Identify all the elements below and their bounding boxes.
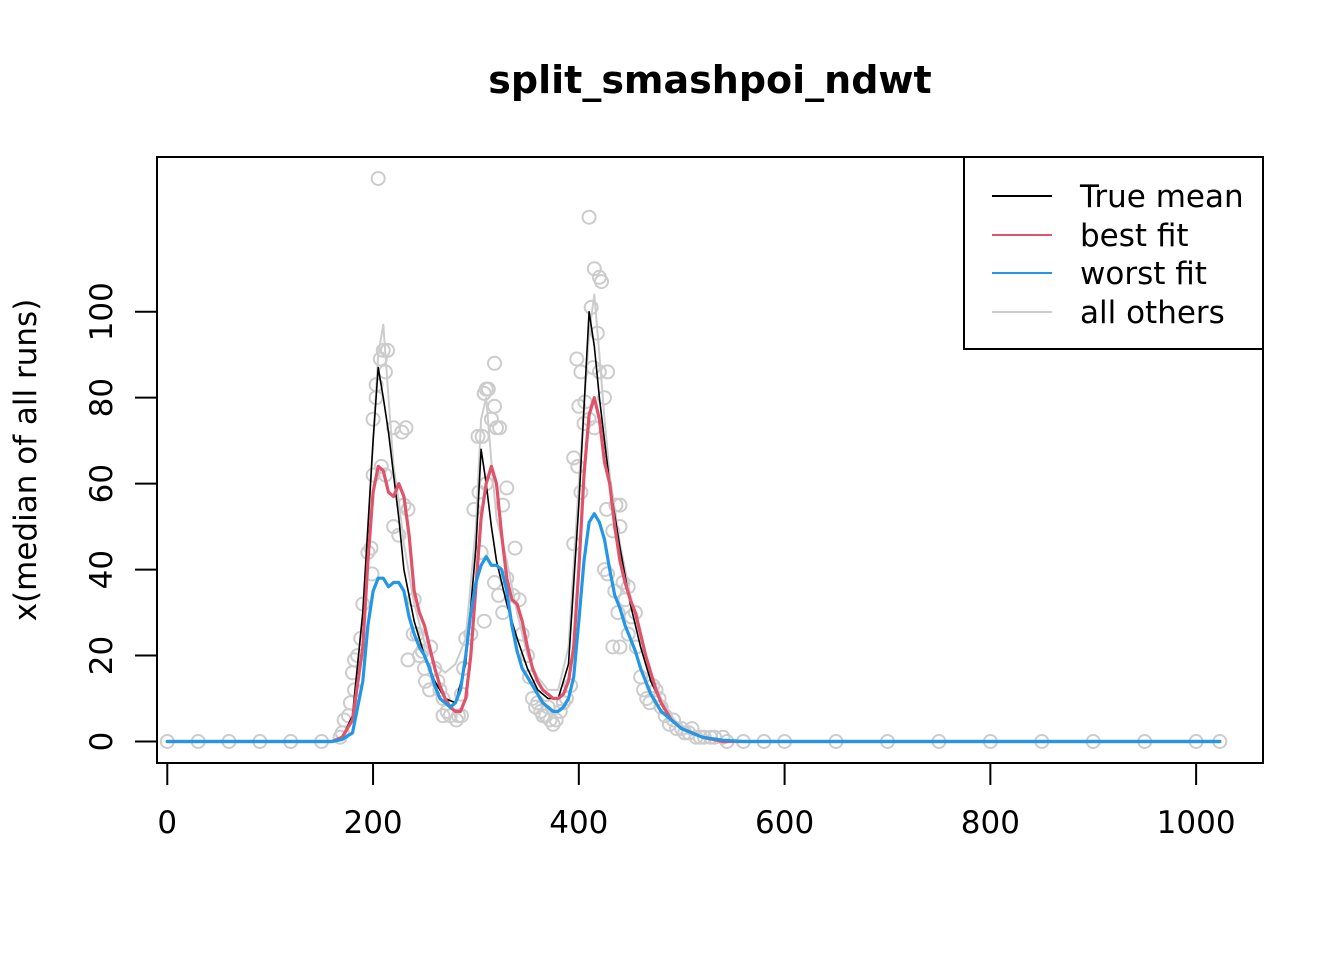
scatter-point: [573, 484, 589, 500]
legend-label-all-others: all others: [1080, 295, 1225, 331]
scatter-point: [476, 613, 492, 629]
scatter-point: [569, 351, 585, 367]
scatter-point: [473, 544, 489, 560]
scatter-point: [507, 540, 523, 556]
scatter-point: [586, 261, 602, 277]
scatter-point: [492, 420, 508, 436]
x-tick-label: 400: [549, 805, 608, 841]
scatter-point: [581, 209, 597, 225]
scatter-point: [620, 626, 636, 642]
x-tick-label: 1000: [1157, 805, 1236, 841]
scatter-point: [487, 355, 502, 371]
x-tick-label: 800: [961, 805, 1020, 841]
scatter-point: [499, 480, 515, 496]
x-axis: 0 200 400 600 800 1000: [157, 762, 1236, 841]
y-tick-label: 80: [84, 378, 120, 417]
chart-title: split_smashpoi_ndwt: [488, 58, 931, 102]
scatter-point: [380, 342, 395, 358]
scatter-point: [487, 398, 502, 414]
legend: True mean best fit worst fit all others: [963, 156, 1264, 350]
scatter-point: [674, 721, 690, 737]
scatter-point: [372, 351, 388, 367]
y-tick-label: 20: [84, 636, 120, 675]
scatter-point: [715, 729, 731, 745]
scatter-point: [363, 540, 379, 556]
series-line-all-others: [166, 293, 1221, 743]
scatter-point: [591, 269, 607, 285]
series-line-best-fit: [165, 396, 1222, 744]
y-tick-label: 40: [84, 550, 120, 589]
scatter-point: [480, 381, 496, 397]
x-tick-label: 200: [343, 805, 402, 841]
series-lines: [165, 293, 1222, 744]
scatter-point: [666, 712, 681, 728]
scatter-point: [394, 424, 410, 440]
scatter-point: [612, 639, 628, 655]
legend-box: [963, 156, 1264, 350]
scatter-point: [483, 411, 499, 427]
legend-label-worst-fit: worst fit: [1080, 256, 1207, 292]
scatter-point: [605, 639, 621, 655]
scatter-point: [391, 527, 407, 543]
scatter-point: [548, 712, 564, 728]
scatter-point: [487, 575, 502, 590]
y-tick-label: 60: [84, 464, 120, 503]
series-line-worst-fit: [165, 512, 1222, 744]
legend-label-true-mean: True mean: [1079, 179, 1244, 215]
scatter-point: [566, 536, 582, 552]
scatter-point: [365, 411, 381, 427]
y-tick-label: 100: [84, 282, 120, 341]
scatter-point: [375, 342, 391, 358]
scatter-point: [545, 716, 561, 732]
x-tick-label: 0: [157, 805, 177, 841]
y-axis-label: x(median of all runs): [8, 299, 44, 622]
x-tick-label: 600: [755, 805, 814, 841]
y-tick-label: 0: [84, 732, 120, 752]
series-line-true-mean: [166, 310, 1221, 743]
y-axis: 0 20 40 60 80 100: [84, 282, 158, 752]
scatter-point: [470, 428, 486, 444]
scatter-point: [542, 712, 558, 728]
scatter-point: [365, 467, 381, 483]
scatter-point: [373, 458, 389, 474]
scatter-point: [435, 708, 451, 724]
scatter-point: [555, 695, 571, 711]
scatter-point: [466, 501, 482, 517]
scatter-point: [605, 523, 621, 539]
scatter-point: [370, 171, 386, 186]
scatter-point: [597, 390, 612, 406]
scatter-point: [398, 420, 414, 436]
scatter-point: [600, 566, 616, 582]
legend-label-best-fit: best fit: [1080, 218, 1189, 254]
scatter-point: [600, 364, 616, 380]
